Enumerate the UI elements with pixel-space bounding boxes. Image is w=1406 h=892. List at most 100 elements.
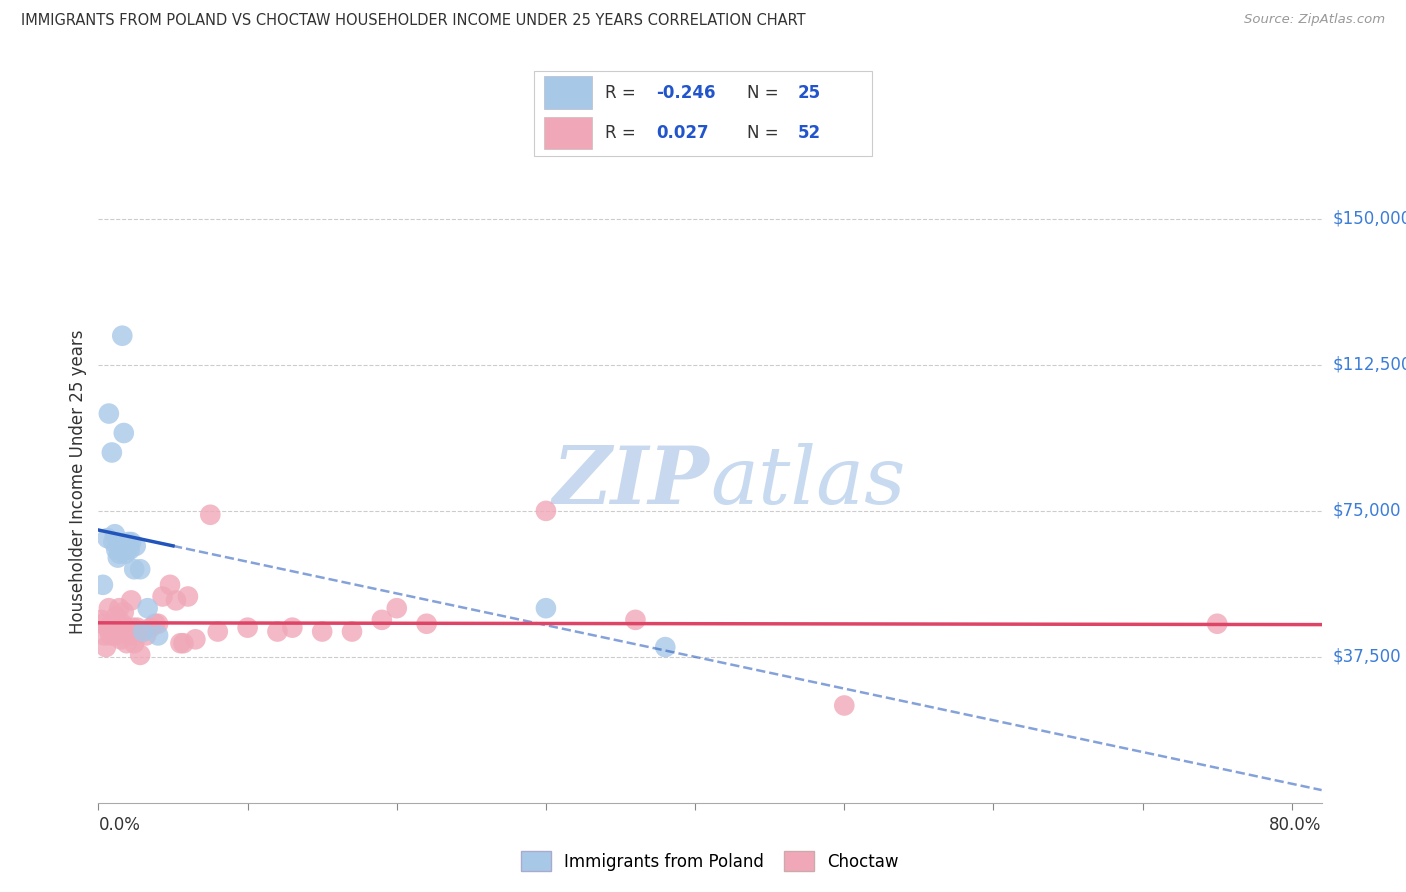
Point [146, 616, 169, 631]
Point [266, 624, 288, 639]
Point [105, 609, 128, 624]
Point [110, 632, 132, 647]
Point [110, 542, 132, 557]
Point [385, 601, 408, 615]
Point [94, 640, 117, 654]
Point [115, 636, 138, 650]
Text: R =: R = [605, 124, 647, 142]
Point [311, 624, 333, 639]
Point [125, 628, 148, 642]
Point [1206, 616, 1229, 631]
Text: $37,500: $37,500 [1333, 648, 1402, 665]
Point [122, 636, 145, 650]
Point [143, 616, 166, 631]
Point [111, 616, 134, 631]
Point [120, 593, 142, 607]
Point [122, 562, 145, 576]
Text: ZIP: ZIP [553, 443, 710, 520]
Point [101, 445, 124, 459]
Text: -0.246: -0.246 [655, 84, 716, 102]
Text: $112,500: $112,500 [1333, 356, 1406, 374]
Point [112, 425, 135, 440]
Point [415, 616, 437, 631]
Point [117, 535, 139, 549]
Point [146, 628, 169, 642]
Point [624, 613, 647, 627]
Text: atlas: atlas [710, 443, 905, 520]
Text: 25: 25 [797, 84, 821, 102]
Point [281, 621, 304, 635]
Point [103, 616, 125, 631]
Point [132, 624, 155, 639]
Point [127, 621, 149, 635]
Point [103, 535, 125, 549]
Point [91, 578, 114, 592]
Point [98, 628, 121, 642]
Point [97, 407, 120, 421]
Point [200, 508, 222, 522]
Point [654, 640, 676, 654]
Point [129, 562, 152, 576]
FancyBboxPatch shape [534, 71, 872, 156]
Point [105, 542, 128, 557]
Text: IMMIGRANTS FROM POLAND VS CHOCTAW HOUSEHOLDER INCOME UNDER 25 YEARS CORRELATION : IMMIGRANTS FROM POLAND VS CHOCTAW HOUSEH… [21, 13, 806, 29]
Point [107, 550, 129, 565]
Point [236, 621, 259, 635]
Point [172, 636, 194, 650]
Point [120, 535, 142, 549]
Point [132, 624, 155, 639]
Point [534, 601, 557, 615]
Point [135, 628, 157, 642]
Text: N =: N = [747, 124, 783, 142]
Point [207, 624, 229, 639]
Point [115, 542, 138, 557]
Text: N =: N = [747, 84, 783, 102]
Text: 0.0%: 0.0% [98, 816, 141, 834]
Point [832, 698, 855, 713]
Point [165, 593, 187, 607]
Point [114, 547, 136, 561]
Point [108, 601, 131, 615]
Point [184, 632, 207, 647]
Point [107, 621, 129, 635]
Point [90, 613, 112, 627]
Point [97, 601, 120, 615]
Point [93, 628, 115, 642]
Point [117, 624, 139, 639]
Y-axis label: Householder Income Under 25 years: Householder Income Under 25 years [69, 329, 87, 634]
Point [340, 624, 363, 639]
Point [177, 590, 200, 604]
Point [534, 504, 557, 518]
Text: 80.0%: 80.0% [1270, 816, 1322, 834]
Point [118, 628, 141, 642]
FancyBboxPatch shape [544, 117, 592, 149]
Point [114, 621, 136, 635]
Text: $150,000: $150,000 [1333, 210, 1406, 228]
Point [96, 531, 118, 545]
Point [112, 605, 135, 619]
Point [169, 636, 191, 650]
Legend: Immigrants from Poland, Choctaw: Immigrants from Poland, Choctaw [515, 845, 905, 878]
Point [159, 578, 181, 592]
Text: Source: ZipAtlas.com: Source: ZipAtlas.com [1244, 13, 1385, 27]
Text: $75,000: $75,000 [1333, 502, 1402, 520]
Point [118, 542, 141, 557]
Point [121, 621, 143, 635]
Text: R =: R = [605, 84, 641, 102]
Point [136, 601, 159, 615]
Point [152, 590, 174, 604]
Point [101, 624, 124, 639]
Text: 0.027: 0.027 [655, 124, 709, 142]
Point [91, 616, 114, 631]
Point [139, 621, 162, 635]
Point [111, 328, 134, 343]
Point [96, 621, 118, 635]
Point [125, 539, 148, 553]
Text: 52: 52 [797, 124, 821, 142]
Point [371, 613, 394, 627]
Point [104, 527, 127, 541]
FancyBboxPatch shape [544, 77, 592, 109]
Point [129, 648, 152, 662]
Point [108, 547, 131, 561]
Point [104, 628, 127, 642]
